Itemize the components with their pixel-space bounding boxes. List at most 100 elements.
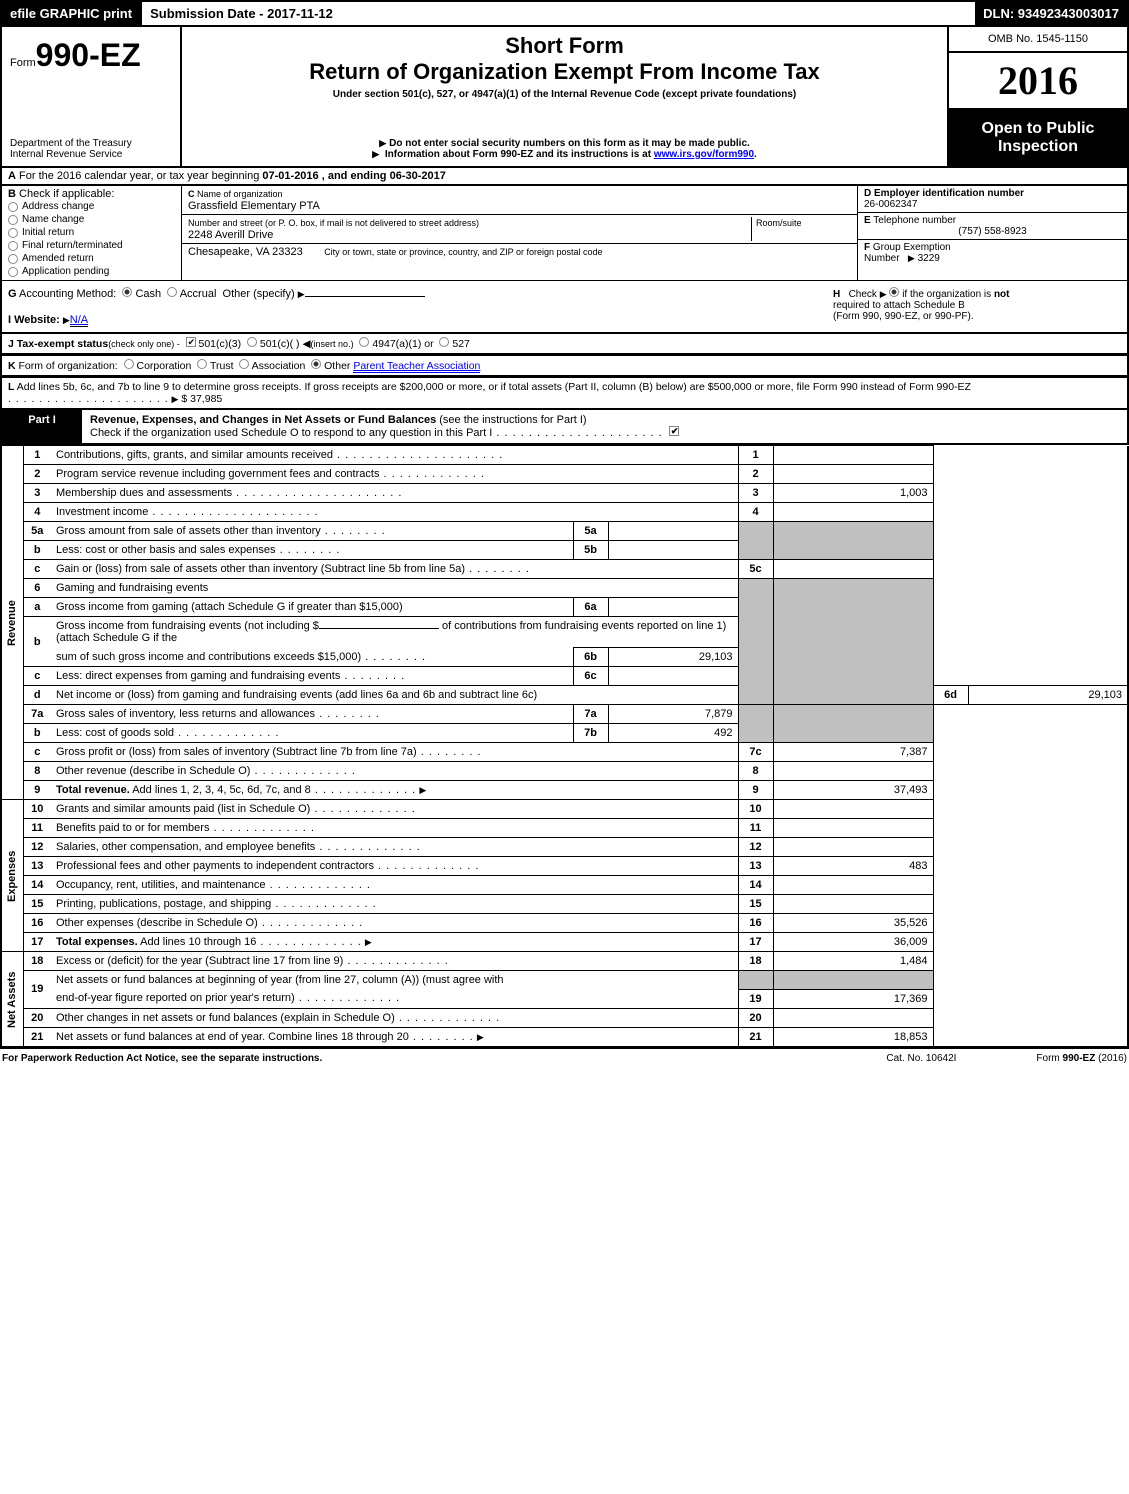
check-label: Initial return <box>22 227 74 238</box>
form-word: Form <box>10 57 36 69</box>
i-value[interactable]: N/A <box>70 314 88 327</box>
org-street-row: Number and street (or P. O. box, if mail… <box>182 215 857 244</box>
line-num: c <box>23 667 51 686</box>
f-label: Group Exemption <box>873 242 951 253</box>
radio-4947-icon[interactable] <box>359 337 369 347</box>
footer-left: For Paperwork Reduction Act Notice, see … <box>2 1053 886 1064</box>
section-g-i: G Accounting Method: Cash Accrual Other … <box>2 281 827 332</box>
check-label: Address change <box>22 201 94 212</box>
dots <box>266 879 371 891</box>
line-val: 17,369 <box>773 989 933 1008</box>
line-desc-text: Professional fees and other payments to … <box>56 860 374 872</box>
line-desc-text: Gross income from fundraising events (no… <box>56 620 319 632</box>
line-midval <box>608 598 738 617</box>
check-final-return[interactable]: Final return/terminated <box>8 239 175 252</box>
arrow-icon <box>63 314 70 326</box>
org-street: 2248 Averill Drive <box>188 229 273 241</box>
line-val <box>773 503 933 522</box>
line-num: c <box>23 560 51 579</box>
fundraising-amount-input[interactable] <box>319 628 439 629</box>
line-midref: 7a <box>573 705 608 724</box>
radio-assoc-icon[interactable] <box>239 359 249 369</box>
open-line2: Inspection <box>953 138 1123 156</box>
line-desc-text: Other revenue (describe in Schedule O) <box>56 765 250 777</box>
line-num: 17 <box>23 933 51 952</box>
radio-trust-icon[interactable] <box>197 359 207 369</box>
radio-corp-icon[interactable] <box>124 359 134 369</box>
dots <box>395 1012 500 1024</box>
check-label: Name change <box>22 214 84 225</box>
k-other-val[interactable]: Parent Teacher Association <box>353 360 480 373</box>
radio-527-icon[interactable] <box>439 337 449 347</box>
d-label: Employer identification number <box>874 188 1024 199</box>
radio-h-icon[interactable] <box>889 287 899 297</box>
line-num: 9 <box>23 781 51 800</box>
letter-h: H <box>833 289 840 300</box>
dots <box>232 487 402 499</box>
line-desc-text: Contributions, gifts, grants, and simila… <box>56 449 333 461</box>
line-ref: 13 <box>738 857 773 876</box>
line-desc: Net assets or fund balances at beginning… <box>51 971 738 990</box>
letter-f: F <box>864 242 870 253</box>
table-row: 19 Net assets or fund balances at beginn… <box>1 971 1128 990</box>
table-row: c Gross profit or (loss) from sales of i… <box>1 743 1128 762</box>
header-center: Short Form Return of Organization Exempt… <box>182 27 947 166</box>
line-val <box>773 762 933 781</box>
radio-501c-icon[interactable] <box>247 337 257 347</box>
table-row: 4 Investment income 4 <box>1 503 1128 522</box>
l-amount: $ 37,985 <box>181 393 222 405</box>
line-val <box>773 1008 933 1027</box>
j-sub: (check only one) - <box>108 339 180 349</box>
row-gh: G Accounting Method: Cash Accrual Other … <box>0 280 1129 334</box>
radio-other-icon[interactable] <box>311 359 321 369</box>
section-e: E Telephone number (757) 558-8923 <box>858 213 1127 240</box>
letter-g: G <box>8 288 17 300</box>
check-name-change[interactable]: Name change <box>8 213 175 226</box>
info-about-row: Information about Form 990-EZ and its in… <box>188 149 941 160</box>
check-501c3-icon[interactable] <box>186 337 196 347</box>
radio-cash-icon[interactable] <box>122 287 132 297</box>
check-application-pending[interactable]: Application pending <box>8 265 175 278</box>
line-desc-text: sum of such gross income and contributio… <box>56 651 361 663</box>
check-initial-return[interactable]: Initial return <box>8 226 175 239</box>
line-num: b <box>23 541 51 560</box>
line-midval: 492 <box>608 724 738 743</box>
table-row: 21 Net assets or fund balances at end of… <box>1 1027 1128 1047</box>
check-address-change[interactable]: Address change <box>8 200 175 213</box>
irs-link[interactable]: www.irs.gov/form990 <box>654 149 754 160</box>
shaded-cell <box>738 971 773 990</box>
dots <box>174 727 279 739</box>
part1-desc: Revenue, Expenses, and Changes in Net As… <box>82 410 1127 443</box>
check-label: Final return/terminated <box>22 240 123 251</box>
check-schedule-o-icon[interactable] <box>669 426 679 436</box>
dots <box>374 860 479 872</box>
line-desc: Gross income from fundraising events (no… <box>51 617 738 648</box>
table-row: c Gain or (loss) from sale of assets oth… <box>1 560 1128 579</box>
dots <box>417 746 482 758</box>
line-desc: Gross sales of inventory, less returns a… <box>51 705 573 724</box>
section-h: H Check if the organization is not requi… <box>827 281 1127 332</box>
table-row: 6 Gaming and fundraising events <box>1 579 1128 598</box>
line-num: 7a <box>23 705 51 724</box>
section-l: L Add lines 5b, 6c, and 7b to line 9 to … <box>0 377 1129 410</box>
line-val <box>773 838 933 857</box>
shaded-cell <box>738 579 773 705</box>
arrow-icon <box>477 1031 484 1043</box>
table-row: 8 Other revenue (describe in Schedule O)… <box>1 762 1128 781</box>
line-ref: 1 <box>738 446 773 465</box>
info-period: . <box>754 149 757 160</box>
c-room-label: Room/suite <box>756 218 802 228</box>
radio-accrual-icon[interactable] <box>167 287 177 297</box>
arrow-icon <box>365 936 372 948</box>
dots <box>258 917 363 929</box>
line-num: 20 <box>23 1008 51 1027</box>
check-amended-return[interactable]: Amended return <box>8 252 175 265</box>
department-box: Department of the Treasury Internal Reve… <box>2 131 180 166</box>
a-begin: 07-01-2016 <box>262 170 318 182</box>
line-ref: 21 <box>738 1027 773 1047</box>
table-row: 20 Other changes in net assets or fund b… <box>1 1008 1128 1027</box>
g-accrual: Accrual <box>180 288 217 300</box>
line-num: 12 <box>23 838 51 857</box>
line-ref: 16 <box>738 914 773 933</box>
g-other-input[interactable] <box>305 296 425 297</box>
